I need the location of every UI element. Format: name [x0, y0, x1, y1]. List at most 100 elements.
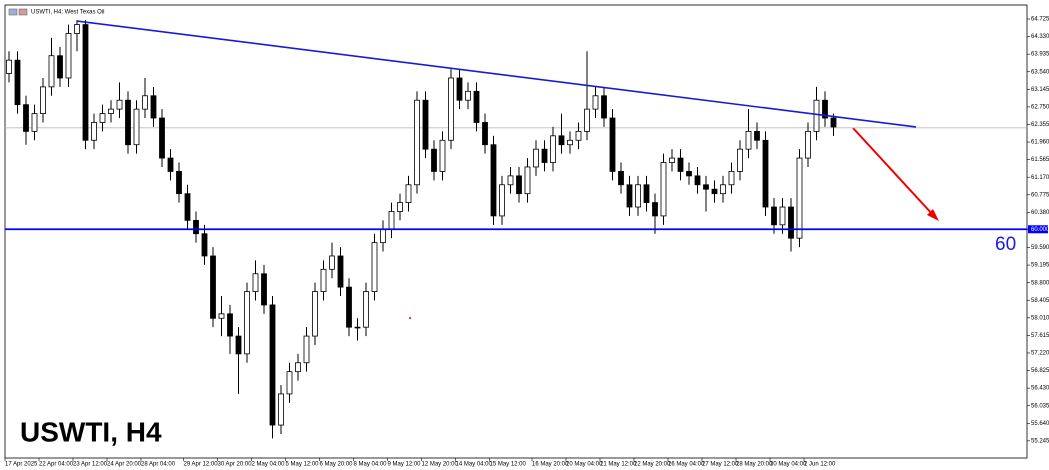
x-tick-label: 12 May 20:00: [422, 462, 459, 468]
y-tick-label: 55.245: [1031, 438, 1049, 444]
candle-body: [193, 219, 199, 235]
y-tick-label: 56.430: [1031, 386, 1049, 392]
candle-body: [473, 90, 480, 123]
candle-body: [57, 55, 63, 79]
candle-body: [210, 255, 216, 319]
candle-body: [116, 99, 123, 110]
candle-body: [660, 162, 667, 217]
x-tick-label: 24 Apr 20:00: [107, 462, 142, 468]
candle-body: [499, 184, 505, 217]
symbol-icon: [8, 8, 18, 16]
level-annotation: 60: [995, 234, 1016, 255]
x-tick-label: 14 May 04:00: [456, 462, 493, 468]
candle-body: [737, 148, 743, 172]
candle-body: [524, 166, 531, 195]
y-tick-label: 58.010: [1031, 315, 1049, 321]
x-tick-label: 2 May 04:00: [252, 462, 286, 468]
candle-body: [23, 104, 29, 132]
candle-body: [575, 130, 582, 141]
x-tick-label: 27 May 12:00: [702, 462, 739, 468]
x-tick-label: 17 Apr 2025: [5, 462, 38, 468]
x-tick-label: 6 May 20:00: [320, 462, 354, 468]
symbol-icon: [18, 8, 28, 16]
candle-body: [507, 175, 514, 186]
x-tick-label: 26 May 04:00: [668, 462, 705, 468]
y-tick-label: 61.960: [1031, 140, 1049, 146]
candle-body: [201, 233, 208, 257]
chart-title: USWTI, H4: West Texas Oil: [31, 10, 104, 16]
candle-body: [762, 139, 769, 208]
dot: [409, 317, 411, 319]
candle-body: [346, 286, 352, 328]
candle-body: [218, 313, 225, 319]
x-tick-label: 21 May 12:00: [600, 462, 637, 468]
candle-body: [31, 113, 38, 132]
y-tick-label: 60.380: [1031, 210, 1049, 216]
candle-body: [550, 135, 556, 163]
candle-body: [312, 291, 318, 337]
level-price-box: [1028, 225, 1048, 234]
candle-body: [82, 24, 89, 141]
candle-body: [278, 393, 284, 426]
candle-body: [490, 144, 497, 217]
candle-body: [626, 184, 633, 208]
candle-body: [252, 273, 259, 292]
y-tick-label: 62.355: [1031, 122, 1049, 128]
candle-body: [142, 95, 148, 110]
y-tick-label: 64.330: [1031, 34, 1049, 40]
candle-body: [669, 157, 675, 163]
candle-body: [176, 171, 182, 195]
candle-body: [584, 108, 590, 132]
y-tick-label: 60.775: [1031, 192, 1049, 198]
candle-body: [414, 99, 420, 186]
x-tick-label: 8 May 04:00: [354, 462, 388, 468]
x-tick-label: 29 Apr 12:00: [184, 462, 219, 468]
candle-body: [805, 130, 811, 159]
arrow-head: [927, 209, 939, 221]
candle-body: [159, 117, 165, 159]
trendline: [76, 20, 917, 128]
arrow-shaft: [852, 127, 935, 217]
candle-body: [125, 99, 131, 146]
y-tick-label: 58.405: [1031, 298, 1049, 304]
candle-body: [779, 206, 786, 226]
candle-body: [227, 313, 233, 337]
candle-body: [184, 193, 191, 221]
candle-body: [448, 77, 454, 141]
x-tick-label: 23 Apr 12:00: [73, 462, 108, 468]
x-tick-label: 22 May 20:00: [634, 462, 671, 468]
candle-body: [618, 171, 624, 186]
y-tick-label: 57.615: [1031, 333, 1049, 339]
x-tick-label: 15 May 12:00: [490, 462, 527, 468]
candle-body: [813, 99, 820, 132]
candle-body: [422, 99, 429, 150]
candle-body: [337, 255, 344, 288]
candle-body: [533, 148, 539, 168]
candle-body: [635, 184, 641, 208]
candle-body: [303, 335, 310, 364]
candle-body: [133, 108, 140, 146]
candle-body: [796, 157, 803, 239]
candle-body: [363, 291, 369, 328]
x-tick-label: 2 Jun 12:00: [804, 462, 836, 468]
candle-body: [74, 24, 80, 34]
plot-frame: [4, 4, 1028, 459]
candle-body: [592, 95, 599, 110]
candle-body: [720, 184, 726, 195]
candle-body: [40, 86, 46, 114]
candle-body: [541, 148, 548, 163]
candle-body: [482, 122, 488, 146]
candle-body: [405, 184, 412, 203]
candle-body: [286, 371, 293, 395]
x-tick-label: 9 May 12:00: [388, 462, 422, 468]
candle-body: [686, 171, 692, 177]
y-tick-label: 59.195: [1031, 263, 1049, 269]
candle-body: [728, 171, 735, 186]
x-tick-label: 22 Apr 04:00: [39, 462, 74, 468]
candle-body: [108, 108, 114, 114]
chart-heading: USWTI, H4: [20, 416, 162, 447]
candle-body: [371, 242, 378, 292]
x-tick-label: 20 May 04:00: [566, 462, 603, 468]
